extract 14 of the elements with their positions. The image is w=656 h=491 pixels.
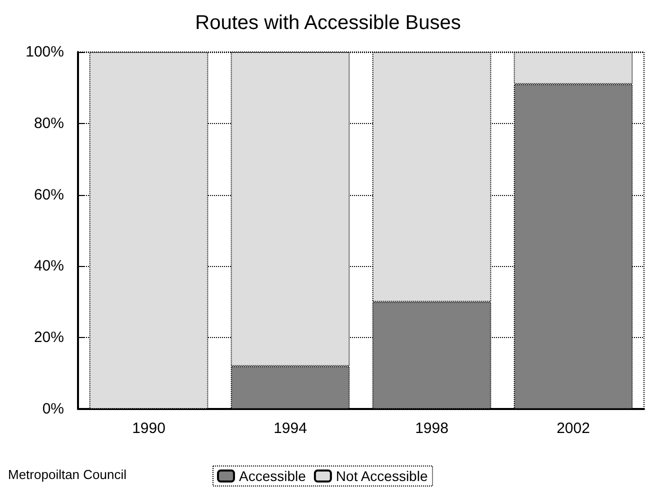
- x-tick-label: 2002: [556, 420, 590, 437]
- legend-label: Not Accessible: [336, 468, 428, 484]
- y-tick-label: 100%: [26, 44, 64, 60]
- x-tick-label: 1998: [415, 420, 448, 437]
- y-tick-label: 60%: [34, 186, 64, 204]
- y-tick-label: 80%: [34, 114, 64, 132]
- y-tick-label: 20%: [34, 329, 64, 346]
- text: Metropoiltan Council: [8, 467, 127, 482]
- y-tick-label: 0%: [42, 400, 64, 418]
- y-tick-label: 40%: [34, 258, 64, 275]
- legend-label: Accessible: [239, 468, 306, 484]
- chart-title: Routes with Accessible Buses: [195, 12, 461, 34]
- x-tick-label: 1990: [132, 420, 166, 437]
- x-tick-label: 1994: [274, 420, 307, 437]
